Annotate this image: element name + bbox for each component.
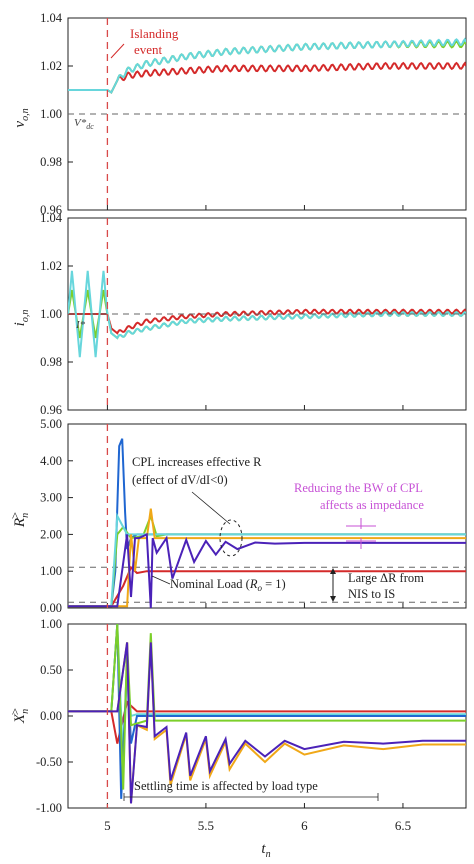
- delta-r-annotation-line2: NIS to IS: [348, 587, 395, 601]
- series-line-red: [68, 61, 466, 94]
- y-tick-label: 0.00: [40, 601, 62, 615]
- y-tick-label: 1.00: [40, 564, 62, 578]
- y-tick-label: 5.00: [40, 417, 62, 431]
- y-tick-label: 1.02: [40, 259, 62, 273]
- islanding-event-pointer: [110, 43, 125, 59]
- nominal-load-pointer: [151, 575, 171, 585]
- nominal-load-annotation: Nominal Load (Ro = 1): [170, 577, 286, 593]
- panel-3-frame: [67, 423, 467, 609]
- y-tick-label: -1.00: [36, 801, 62, 815]
- cpl-annotation-pointer: [191, 491, 231, 525]
- y-tick-label: -0.50: [36, 755, 62, 769]
- y-tick-label: 1.00: [40, 307, 62, 321]
- y-tick-label: 0.50: [40, 663, 62, 677]
- panel-1-yticks: 1.04 1.02 1.00 0.98 0.96: [40, 11, 73, 217]
- series-line-cyan: [68, 512, 466, 608]
- cpl-annotation-line1: CPL increases effective R: [132, 455, 262, 469]
- bw-annotation-line1: Reducing the BW of CPL: [294, 481, 423, 495]
- panel-4-series: [68, 624, 466, 804]
- series-line-cyan: [68, 37, 466, 94]
- y-tick-label: 1.02: [40, 59, 62, 73]
- bw-annotation-line2: affects as impedance: [320, 498, 424, 512]
- panel-4-yticks: 1.00 0.50 0.00 -0.50 -1.00: [36, 617, 73, 815]
- y-tick-label: 1.04: [40, 11, 63, 25]
- cpl-annotation-line2: (effect of dV/dI<0): [132, 473, 228, 487]
- panel-4-ylabel: Xn: [12, 709, 31, 724]
- y-tick-label: 0.96: [40, 403, 62, 417]
- x-tick-label: 5.5: [198, 818, 214, 833]
- panel-3-ylabel: Rn: [12, 513, 31, 528]
- islanding-event-label-line1: Islanding: [130, 26, 179, 41]
- panel-4: 1.00 0.50 0.00 -0.50 -1.00 Settling time is …: [12, 617, 467, 815]
- islanding-event-label-line2: event: [134, 42, 163, 57]
- panel-2-reference-label: I*: [75, 319, 86, 331]
- series-line-red: [68, 565, 466, 608]
- panel-3-ylabel-hat: ^: [12, 509, 18, 524]
- y-tick-label: 1.00: [40, 107, 62, 121]
- panel-2-ylabel: io,n: [12, 310, 31, 327]
- y-tick-label: 0.00: [40, 709, 62, 723]
- settling-time-annotation: Settling time is affected by load type: [134, 779, 318, 793]
- y-tick-label: 3.00: [40, 491, 62, 505]
- cpl-highlight-ellipse: [219, 519, 243, 557]
- series-line-cyan: [68, 270, 466, 358]
- x-tick-label: 5: [104, 818, 111, 833]
- panel-4-ylabel-hat: ^: [12, 705, 18, 720]
- x-axis-ticks: 5 5.5 6 6.5: [104, 205, 411, 833]
- y-tick-label: 0.98: [40, 155, 62, 169]
- y-tick-label: 4.00: [40, 454, 62, 468]
- panel-3-series: [68, 438, 466, 608]
- x-tick-label: 6: [301, 818, 308, 833]
- delta-r-annotation-line1: Large ΔR from: [348, 571, 424, 585]
- panel-2-yticks: 1.04 1.02 1.00 0.98 0.96: [40, 211, 73, 417]
- panel-1-series: [68, 37, 466, 94]
- panel-1-reference-label: V*dc: [74, 117, 94, 131]
- y-tick-label: 2.00: [40, 527, 62, 541]
- panel-3-yticks: 5.00 4.00 3.00 2.00 1.00 0.00: [40, 417, 73, 615]
- y-tick-label: 0.96: [40, 203, 62, 217]
- delta-r-arrow-head-bottom: [330, 596, 336, 602]
- panel-1: 1.04 1.02 1.00 0.98 0.96 V*dc Islanding even…: [12, 11, 467, 217]
- series-line-purple: [68, 642, 466, 804]
- panel-2: 1.04 1.02 1.00 0.98 0.96 I* io,n: [12, 211, 467, 417]
- y-tick-label: 1.00: [40, 617, 62, 631]
- panel-1-ylabel: vo,n: [12, 108, 31, 127]
- panel-3: 5.00 4.00 3.00 2.00 1.00 0.00 CPL increases e…: [12, 417, 467, 615]
- x-tick-label: 6.5: [395, 818, 411, 833]
- series-line-purple: [68, 532, 466, 608]
- y-tick-label: 1.04: [40, 211, 63, 225]
- y-tick-label: 0.98: [40, 355, 62, 369]
- x-axis-label: tn: [261, 841, 270, 860]
- delta-r-arrow-head-top: [330, 568, 336, 574]
